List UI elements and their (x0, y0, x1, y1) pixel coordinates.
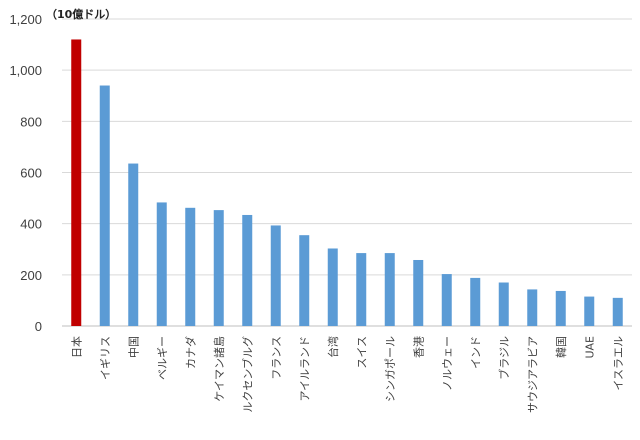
y-tick-label: 200 (20, 268, 42, 283)
bar (213, 210, 224, 326)
category-labels: 日本 イギリス 中国 ベルギー カナダ ケイマン諸島 ルクセンブルグ フランス アイルランド 台湾… (69, 336, 625, 413)
y-tick-label: 0 (35, 319, 42, 334)
bar (584, 296, 595, 326)
category-label: UAE (583, 336, 596, 359)
category-label: シンガポール (384, 336, 397, 402)
category-label: 台湾 (326, 336, 340, 358)
y-axis-ticks: 0 200 400 600 800 1,000 1,200 (9, 12, 42, 334)
bar (327, 248, 338, 326)
bar (270, 225, 281, 326)
category-label: 日本 (69, 336, 83, 358)
category-label: 香港 (412, 336, 425, 358)
bar (299, 235, 310, 326)
bar (185, 207, 196, 326)
y-tick-label: 800 (20, 114, 42, 129)
category-label: 中国 (127, 336, 140, 358)
category-label: イギリス (99, 336, 112, 380)
bar (498, 282, 509, 326)
bar (356, 253, 367, 326)
bar (242, 214, 253, 326)
bar (413, 259, 424, 326)
category-label: フランス (270, 336, 283, 380)
bars (71, 39, 623, 327)
bar (612, 297, 623, 326)
category-label: カナダ (183, 336, 197, 369)
category-label: イスラエル (612, 336, 625, 391)
category-label: ケイマン諸島 (212, 336, 226, 402)
category-label: ブラジル (497, 336, 511, 380)
gridlines (62, 18, 632, 327)
category-label: スイス (355, 336, 368, 369)
category-label: ベルギー (156, 336, 169, 380)
category-label: ノルウェー (441, 336, 454, 391)
category-label: インド (469, 336, 482, 369)
bar (527, 289, 538, 326)
y-tick-label: 1,000 (9, 63, 42, 78)
bar (555, 290, 566, 326)
y-tick-label: 1,200 (9, 12, 42, 27)
y-tick-label: 400 (20, 217, 42, 232)
category-label: 韓国 (555, 336, 568, 358)
unit-label: （10億ドル） (46, 7, 116, 21)
category-label: サウジアラビア (526, 336, 539, 413)
bar (71, 39, 82, 326)
category-label: アイルランド (298, 336, 311, 401)
bar (156, 202, 167, 326)
bar (470, 277, 481, 326)
bar (384, 253, 395, 326)
category-label: ルクセンブルグ (240, 336, 254, 413)
y-tick-label: 600 (20, 166, 42, 181)
bar (128, 163, 139, 326)
bar (99, 85, 110, 327)
bar (441, 274, 452, 326)
